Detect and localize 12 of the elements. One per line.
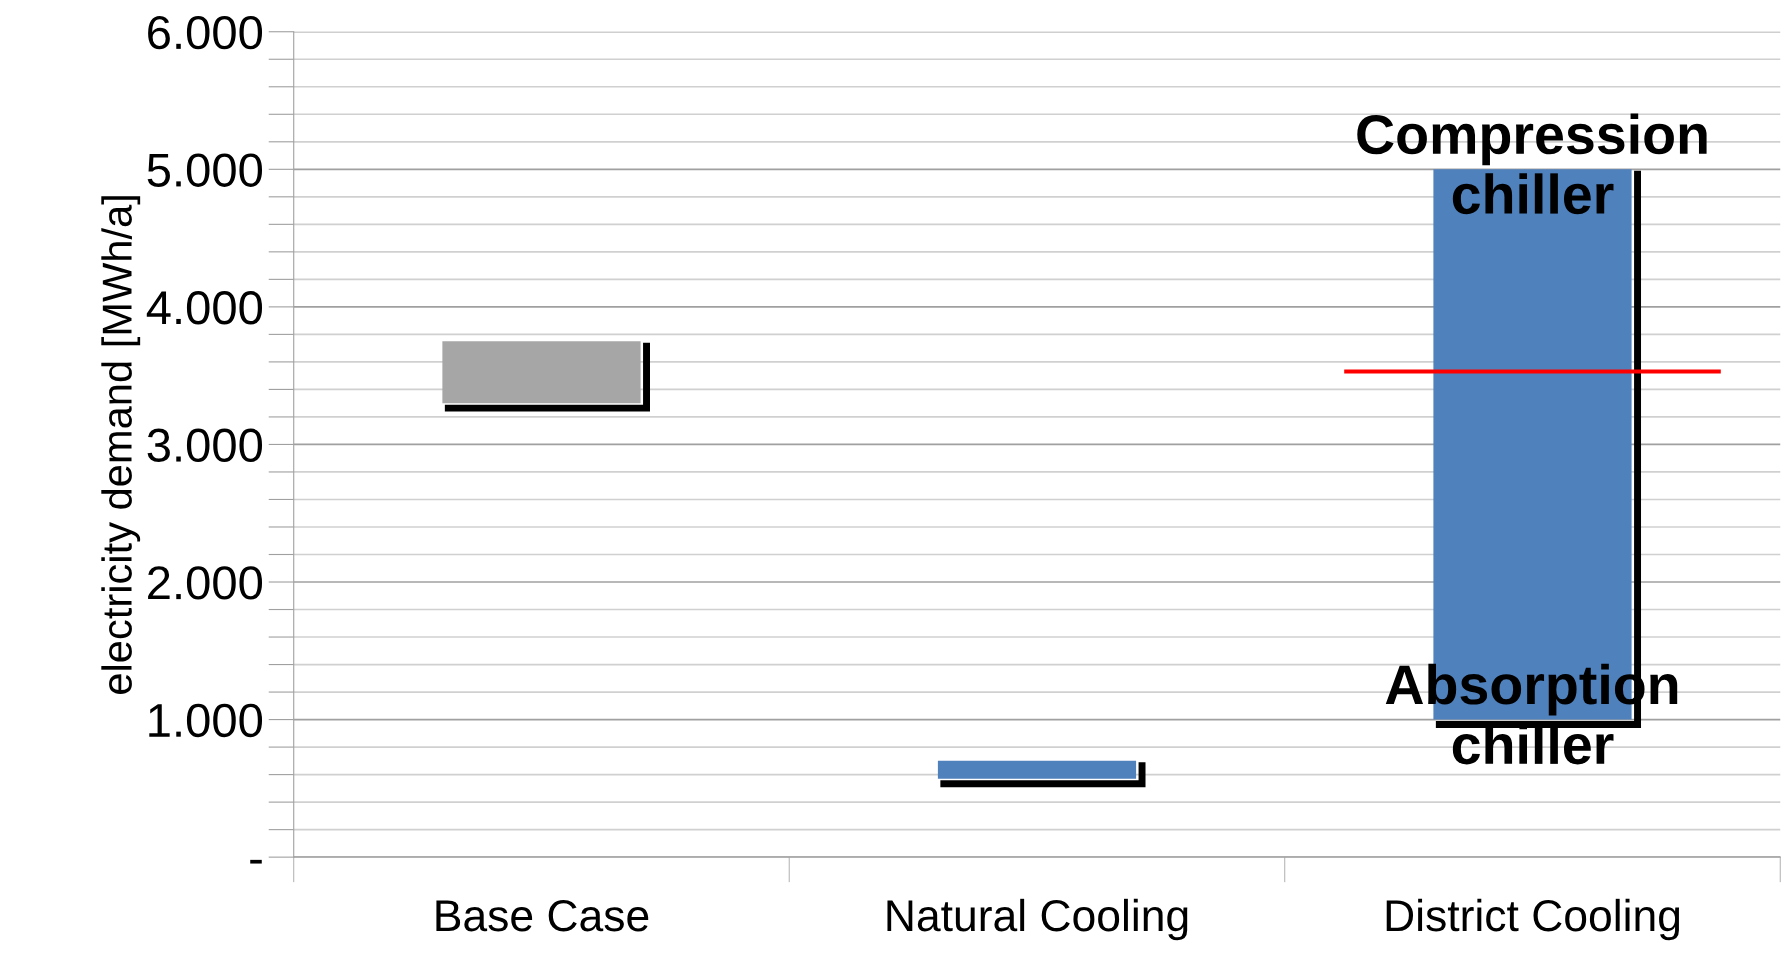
x-tick-label: Natural Cooling bbox=[887, 898, 1188, 941]
y-tick-label: 1.000 bbox=[149, 703, 263, 738]
y-tick-label: 3.000 bbox=[147, 428, 263, 463]
annotation: Compression chiller bbox=[1357, 113, 1707, 215]
y-tick-label: 5.000 bbox=[147, 153, 263, 187]
y-tick-label: 2.000 bbox=[148, 566, 263, 600]
y-tick-label: 4.000 bbox=[146, 291, 263, 325]
y-tick-label: 6.000 bbox=[148, 15, 263, 50]
y-axis-title: electricity demand [MWh/a] bbox=[101, 196, 141, 694]
y-tick-label: - bbox=[250, 859, 262, 864]
x-tick-label: District Cooling bbox=[1386, 898, 1680, 941]
x-tick-label: Base Case bbox=[436, 899, 649, 932]
